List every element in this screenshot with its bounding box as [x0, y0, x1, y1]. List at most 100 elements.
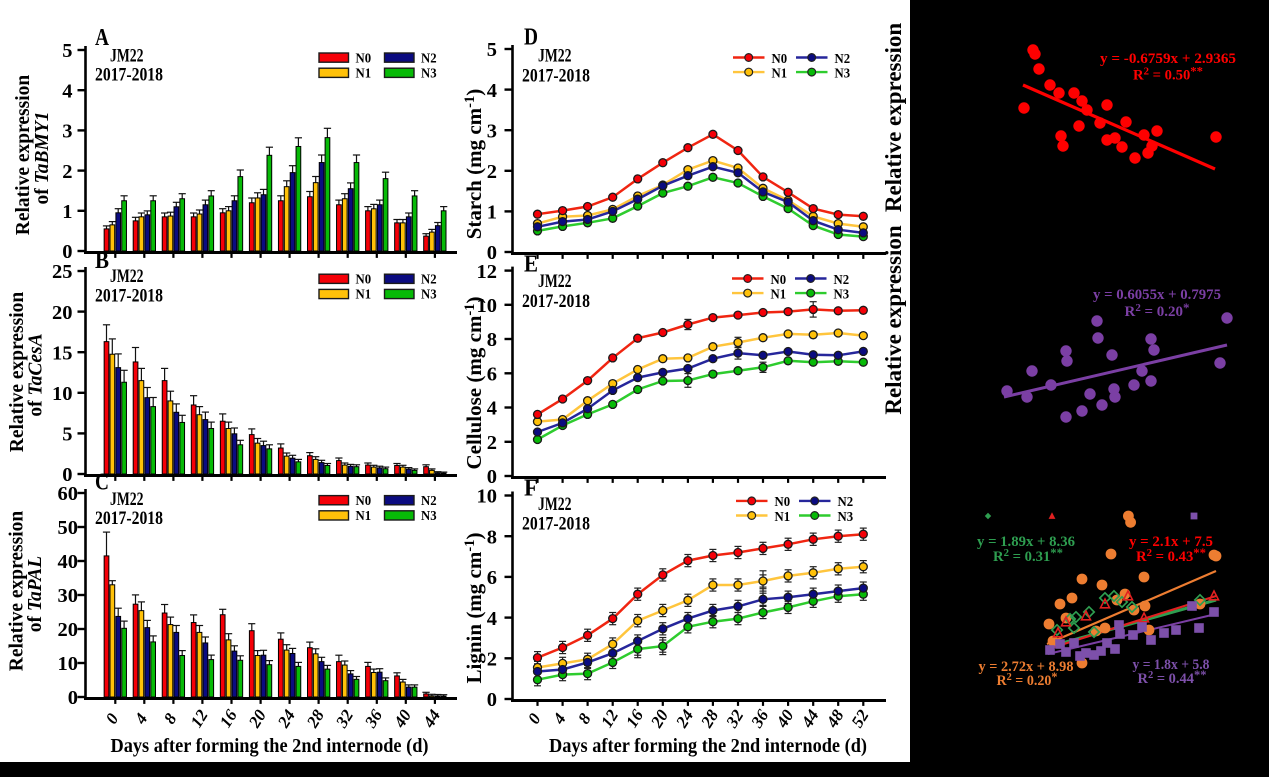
svg-text:2: 2 — [487, 161, 497, 183]
svg-text:1: 1 — [487, 202, 497, 224]
svg-text:Relative expression: Relative expression — [881, 23, 906, 213]
svg-text:30: 30 — [58, 585, 79, 607]
svg-text:N1: N1 — [356, 67, 372, 82]
svg-text:N2: N2 — [835, 52, 851, 67]
svg-text:N1: N1 — [771, 287, 787, 302]
svg-text:R2 = 0.20*: R2 = 0.20* — [1125, 300, 1190, 320]
svg-text:Cellulose (mg cm-1): Cellulose (mg cm-1) — [462, 296, 486, 469]
svg-text:C: C — [95, 470, 109, 496]
svg-text:2: 2 — [62, 161, 72, 183]
svg-text:N3: N3 — [421, 509, 437, 524]
svg-text:N0: N0 — [775, 495, 791, 510]
svg-text:R2 = 0.50**: R2 = 0.50** — [1133, 64, 1203, 84]
svg-text:N2: N2 — [838, 495, 854, 510]
svg-text:N0: N0 — [772, 52, 788, 67]
svg-text:N3: N3 — [421, 67, 437, 82]
svg-text:0: 0 — [487, 689, 497, 711]
svg-text:N1: N1 — [356, 509, 372, 524]
svg-text:60: 60 — [58, 483, 79, 505]
svg-text:JM22: JM22 — [538, 494, 572, 515]
svg-text:0: 0 — [487, 242, 497, 264]
svg-text:15: 15 — [52, 342, 73, 364]
svg-text:10: 10 — [477, 486, 498, 508]
svg-text:N3: N3 — [838, 510, 854, 525]
svg-text:R2 = 0.31**: R2 = 0.31** — [993, 545, 1063, 565]
svg-text:N0: N0 — [356, 273, 372, 288]
svg-text:2017-2018: 2017-2018 — [95, 508, 163, 529]
svg-text:JM22: JM22 — [110, 45, 144, 66]
svg-text:N1: N1 — [775, 510, 791, 525]
svg-text:N2: N2 — [421, 273, 437, 288]
svg-text:N2: N2 — [421, 51, 437, 66]
svg-text:2017-2018: 2017-2018 — [522, 291, 590, 312]
svg-text:Days after forming the 2nd int: Days after forming the 2nd internode (d) — [111, 735, 429, 757]
svg-text:y = -0.6759x + 2.9365: y = -0.6759x + 2.9365 — [1100, 51, 1236, 67]
svg-text:4: 4 — [487, 608, 497, 630]
svg-text:N3: N3 — [834, 287, 850, 302]
svg-text:10: 10 — [477, 295, 498, 317]
svg-text:y = 1.89x + 8.36: y = 1.89x + 8.36 — [977, 534, 1075, 550]
svg-text:of TaPAL: of TaPAL — [25, 556, 46, 632]
svg-text:JM22: JM22 — [110, 489, 144, 510]
svg-text:Days after forming the 2nd int: Days after forming the 2nd internode (d) — [549, 735, 867, 757]
svg-text:50: 50 — [58, 517, 79, 539]
svg-text:N2: N2 — [834, 273, 850, 288]
svg-text:JM22: JM22 — [538, 45, 572, 66]
svg-text:0: 0 — [62, 464, 72, 486]
svg-text:4: 4 — [62, 80, 72, 102]
svg-text:0: 0 — [68, 687, 78, 709]
svg-text:Relative expression: Relative expression — [7, 511, 28, 672]
svg-text:y = 2.1x + 7.5: y = 2.1x + 7.5 — [1129, 534, 1213, 550]
svg-text:Relative expression: Relative expression — [7, 292, 28, 453]
svg-text:6: 6 — [487, 364, 497, 386]
svg-text:A: A — [95, 25, 110, 51]
svg-text:2: 2 — [487, 649, 497, 671]
svg-text:5: 5 — [487, 39, 497, 61]
svg-text:2: 2 — [487, 432, 497, 454]
svg-text:2017-2018: 2017-2018 — [95, 285, 163, 306]
svg-text:E: E — [524, 251, 538, 277]
svg-text:1: 1 — [62, 201, 72, 223]
svg-text:Relative expression: Relative expression — [13, 75, 34, 236]
svg-text:12: 12 — [477, 261, 498, 283]
svg-text:8: 8 — [487, 526, 497, 548]
svg-text:N0: N0 — [356, 494, 372, 509]
svg-text:N1: N1 — [356, 288, 372, 303]
svg-text:R2 = 0.44**: R2 = 0.44** — [1138, 667, 1207, 687]
svg-text:4: 4 — [487, 398, 497, 420]
svg-text:JM22: JM22 — [110, 266, 144, 287]
svg-text:10: 10 — [58, 653, 79, 675]
svg-text:of TaCesA: of TaCesA — [26, 333, 47, 416]
svg-text:D: D — [524, 25, 538, 51]
svg-text:N3: N3 — [835, 66, 851, 81]
svg-text:40: 40 — [58, 551, 79, 573]
svg-text:R2 = 0.43**: R2 = 0.43** — [1136, 545, 1206, 565]
svg-text:Starch (mg cm-1): Starch (mg cm-1) — [462, 89, 486, 240]
svg-text:4: 4 — [487, 80, 497, 102]
svg-text:3: 3 — [62, 121, 72, 143]
svg-text:N0: N0 — [771, 273, 787, 288]
svg-text:N2: N2 — [421, 494, 437, 509]
svg-text:B: B — [95, 248, 109, 274]
svg-text:F: F — [524, 475, 538, 501]
svg-text:3: 3 — [487, 120, 497, 142]
svg-text:25: 25 — [52, 261, 73, 283]
svg-text:of TaBMY1: of TaBMY1 — [32, 111, 53, 204]
svg-text:Relative expression: Relative expression — [881, 225, 906, 415]
svg-text:6: 6 — [487, 567, 497, 589]
svg-text:y = 2.72x + 8.98: y = 2.72x + 8.98 — [979, 659, 1074, 675]
svg-text:5: 5 — [62, 424, 72, 446]
svg-text:8: 8 — [487, 329, 497, 351]
svg-text:0: 0 — [62, 241, 72, 263]
svg-text:20: 20 — [52, 302, 73, 324]
svg-text:Lignin (mg cm-1): Lignin (mg cm-1) — [462, 533, 486, 684]
svg-text:2017-2018: 2017-2018 — [522, 514, 590, 535]
svg-text:N1: N1 — [772, 66, 788, 81]
svg-text:0: 0 — [487, 466, 497, 488]
svg-text:10: 10 — [52, 383, 73, 405]
svg-text:R2 = 0.20*: R2 = 0.20* — [997, 669, 1058, 689]
svg-text:2017-2018: 2017-2018 — [95, 65, 163, 86]
svg-text:N3: N3 — [421, 288, 437, 303]
svg-text:20: 20 — [58, 619, 79, 641]
svg-text:5: 5 — [62, 40, 72, 62]
